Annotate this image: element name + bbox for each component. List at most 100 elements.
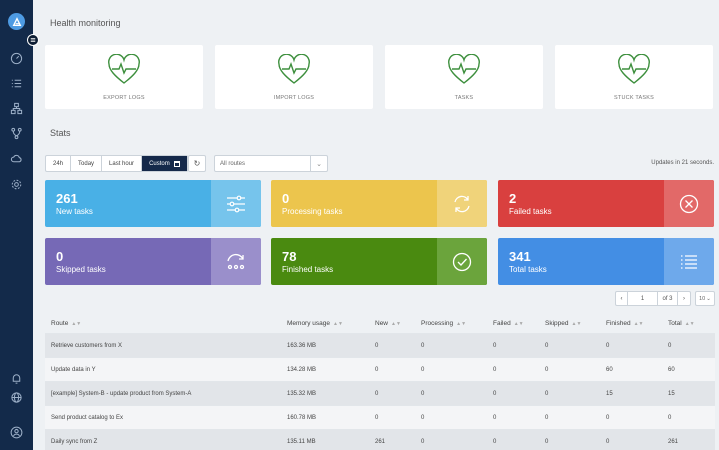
table-row[interactable]: Retrieve customers from X 163.36 MB 0 0 …: [45, 333, 715, 357]
tile-finished-tasks[interactable]: 78 Finished tasks: [271, 238, 487, 285]
column-header-finished[interactable]: Finished ▲▼: [606, 319, 644, 327]
speedometer-icon[interactable]: [9, 51, 24, 66]
cell-route: Retrieve customers from X: [51, 342, 123, 349]
cell-skipped: 0: [545, 342, 549, 349]
cloud-icon[interactable]: [9, 151, 24, 166]
health-card-export-logs[interactable]: EXPORT LOGS: [45, 45, 203, 109]
cell-finished: 15: [606, 390, 613, 397]
range-last-hour-button[interactable]: Last hour: [102, 156, 143, 171]
column-header-processing[interactable]: Processing ▲▼: [421, 319, 467, 327]
health-card-label: TASKS: [454, 95, 474, 101]
stats-title: Stats: [50, 128, 71, 138]
cell-total: 0: [668, 414, 672, 421]
table-row[interactable]: Send product catalog to Ex 160.78 MB 0 0…: [45, 405, 715, 429]
sort-icon: ▲▼: [513, 320, 524, 327]
tile-value: 78: [282, 249, 297, 264]
cell-memory: 135.32 MB: [287, 390, 317, 397]
bell-icon[interactable]: [9, 371, 24, 386]
sort-icon: ▲▼: [333, 320, 343, 327]
refresh-button[interactable]: ↻: [188, 155, 206, 172]
chevron-down-icon: ⌄: [706, 295, 711, 302]
user-icon[interactable]: [9, 425, 24, 440]
range-24h-button[interactable]: 24h: [46, 156, 72, 171]
cell-processing: 0: [421, 342, 425, 349]
column-header-route[interactable]: Route ▲▼: [51, 319, 82, 327]
cell-new: 0: [375, 390, 379, 397]
globe-icon[interactable]: [9, 390, 24, 405]
sort-icon: ▲▼: [571, 320, 582, 327]
next-page-button[interactable]: ›: [683, 295, 685, 302]
tile-value: 0: [56, 249, 64, 264]
health-monitoring-title: Health monitoring: [50, 18, 121, 28]
skip-icon: [211, 238, 261, 285]
tile-total-tasks[interactable]: 341 Total tasks: [498, 238, 714, 285]
prev-page-button[interactable]: ‹: [616, 292, 628, 305]
heart-pulse-icon: [108, 54, 140, 84]
check-circle-icon: [437, 238, 487, 285]
tile-skipped-tasks[interactable]: 0 Skipped tasks: [45, 238, 261, 285]
tile-value: 341: [509, 249, 531, 264]
sidebar: [0, 0, 33, 450]
sort-icon: ▲▼: [684, 320, 695, 327]
health-card-stuck-tasks[interactable]: STUCK TASKS: [555, 45, 713, 109]
cell-finished: 0: [606, 414, 610, 421]
cell-finished: 60: [606, 366, 613, 373]
sort-icon: ▲▼: [456, 320, 467, 327]
range-today-button[interactable]: Today: [71, 156, 103, 171]
cell-memory: 160.78 MB: [287, 414, 317, 421]
range-custom-button[interactable]: Custom: [142, 156, 187, 171]
heart-pulse-icon: [448, 54, 480, 84]
app-logo[interactable]: [8, 13, 25, 30]
cell-route: Daily sync from Z: [51, 438, 98, 445]
routes-select-value: All routes: [220, 160, 246, 167]
table-header: Route ▲▼ Memory usage ▲▼ New ▲▼ Processing ▲…: [45, 313, 715, 333]
gear-icon[interactable]: [9, 177, 24, 192]
health-card-label: IMPORT LOGS: [273, 95, 315, 101]
cell-total: 60: [668, 366, 675, 373]
cell-memory: 163.36 MB: [287, 342, 317, 349]
heart-pulse-icon: [278, 54, 310, 84]
page-count: of 3: [658, 292, 678, 305]
tile-label: Failed tasks: [509, 207, 552, 216]
cell-processing: 0: [421, 438, 425, 445]
column-header-failed[interactable]: Failed ▲▼: [493, 319, 524, 327]
hierarchy-icon[interactable]: [9, 101, 24, 116]
cell-skipped: 0: [545, 366, 549, 373]
heart-pulse-icon: [618, 54, 650, 84]
tile-new-tasks[interactable]: 261 New tasks: [45, 180, 261, 227]
column-header-skipped[interactable]: Skipped ▲▼: [545, 319, 582, 327]
close-circle-icon: [664, 180, 714, 227]
tile-label: Total tasks: [509, 265, 547, 274]
per-page-select[interactable]: 10 ⌄: [695, 291, 715, 306]
sort-icon: ▲▼: [633, 320, 644, 327]
cell-failed: 0: [493, 438, 497, 445]
cell-skipped: 0: [545, 438, 549, 445]
column-header-total[interactable]: Total ▲▼: [668, 319, 695, 327]
table-row[interactable]: [example] System-B - update product from…: [45, 381, 715, 405]
table-row[interactable]: Daily sync from Z 135.11 MB 261 0 0 0 0 …: [45, 429, 715, 450]
per-page-value: 10: [699, 295, 706, 302]
list-icon: [664, 238, 714, 285]
tile-value: 0: [282, 191, 290, 206]
tile-failed-tasks[interactable]: 2 Failed tasks: [498, 180, 714, 227]
cell-total: 0: [668, 342, 672, 349]
routes-table: Route ▲▼ Memory usage ▲▼ New ▲▼ Processing ▲…: [45, 313, 715, 450]
sliders-icon: [211, 180, 261, 227]
column-header-memory[interactable]: Memory usage ▲▼: [287, 319, 343, 327]
table-row[interactable]: Update data in Y 134.28 MB 0 0 0 0 60 60: [45, 357, 715, 381]
sidebar-toggle-button[interactable]: [27, 34, 39, 46]
tile-label: Finished tasks: [282, 265, 334, 274]
page-input[interactable]: 1: [628, 292, 658, 305]
cell-new: 261: [375, 438, 386, 445]
cell-failed: 0: [493, 366, 497, 373]
column-header-new[interactable]: New ▲▼: [375, 319, 401, 327]
routes-select[interactable]: All routes ⌄: [214, 155, 328, 172]
tile-processing-tasks[interactable]: 0 Processing tasks: [271, 180, 487, 227]
flow-icon[interactable]: [9, 126, 24, 141]
health-card-import-logs[interactable]: IMPORT LOGS: [215, 45, 373, 109]
cell-new: 0: [375, 342, 379, 349]
calendar-icon: [173, 160, 180, 167]
list-icon[interactable]: [9, 76, 24, 91]
health-card-label: STUCK TASKS: [614, 95, 654, 101]
health-card-tasks[interactable]: TASKS: [385, 45, 543, 109]
